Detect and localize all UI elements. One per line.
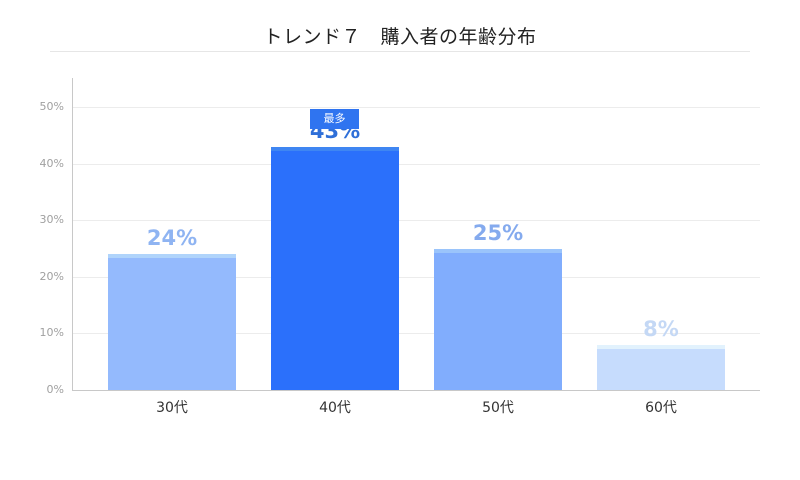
bar-value-label: 8% (643, 316, 679, 341)
gridline (73, 333, 760, 334)
y-tick-label: 20% (39, 270, 64, 283)
x-tick-label: 30代 (156, 400, 188, 416)
x-tick-label: 50代 (482, 400, 514, 416)
y-tick-label: 10% (39, 326, 64, 339)
chart-title: トレンド７ 購入者の年齢分布 (263, 26, 537, 48)
bar-cap (271, 146, 399, 151)
bar-60代 (597, 344, 725, 390)
bar-50代 (434, 248, 562, 390)
y-tick-label: 40% (39, 157, 64, 170)
gridline (73, 164, 760, 165)
bar-cap (108, 254, 236, 259)
y-tick-label: 0% (46, 383, 64, 396)
y-tick-label: 30% (39, 213, 64, 226)
gridline (73, 107, 760, 108)
bar-value-label: 24% (146, 226, 198, 251)
max-badge: 最多 (310, 109, 359, 129)
title-divider (50, 51, 750, 52)
x-axis (72, 390, 760, 391)
bar-value-label: 25% (472, 220, 524, 245)
gridline (73, 277, 760, 278)
bar-30代 (108, 254, 236, 390)
gridline (73, 220, 760, 221)
x-tick-label: 60代 (645, 400, 677, 416)
y-tick-label: 50% (39, 100, 64, 113)
bar-cap (434, 248, 562, 253)
bar-cap (597, 344, 725, 349)
y-axis (72, 78, 73, 390)
x-tick-label: 40代 (319, 400, 351, 416)
bar-40代 (271, 146, 399, 390)
